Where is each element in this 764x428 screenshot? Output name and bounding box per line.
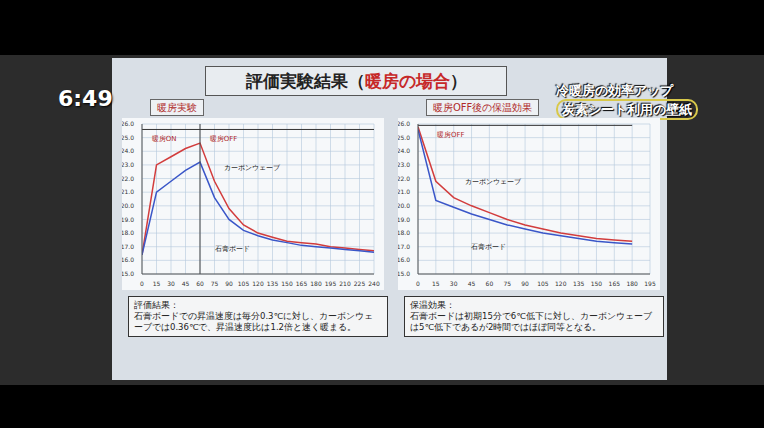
html-text:石膏ボードでの昇温速度は毎分0.3℃に対し、カーボンウェーブ: 石膏ボードでの昇温速度は毎分0.3℃に対し、カーボンウェーブでは0.36℃で、昇… [134, 311, 374, 332]
svg-text:暖房OFF: 暖房OFF [437, 131, 465, 139]
svg-text:150: 150 [591, 280, 603, 287]
svg-text:カーボンウェーブ: カーボンウェーブ [465, 178, 522, 186]
svg-text:暖房OFF: 暖房OFF [210, 135, 238, 143]
html-text:冷暖房の効率アップ: 冷暖房の効率アップ [556, 83, 673, 98]
svg-text:225: 225 [354, 280, 366, 287]
svg-text:210: 210 [339, 280, 351, 287]
svg-text:0: 0 [140, 280, 144, 287]
svg-text:45: 45 [468, 280, 476, 287]
svg-text:22.0: 22.0 [122, 175, 134, 182]
svg-text:75: 75 [503, 280, 511, 287]
svg-text:24.0: 24.0 [122, 147, 134, 154]
html-text:石膏ボードは初期15分で6℃低下に対し、カーボンウェーブは5: 石膏ボードは初期15分で6℃低下に対し、カーボンウェーブは5℃低下であるが2時間… [410, 311, 652, 332]
svg-text:23.0: 23.0 [122, 161, 134, 168]
svg-text:石膏ボード: 石膏ボード [471, 243, 506, 251]
svg-text:60: 60 [486, 280, 494, 287]
html-text:暖房OFF後の保温効果: 暖房OFF後の保温効果 [433, 102, 533, 113]
html-text:評価結果：: 評価結果： [134, 300, 179, 310]
svg-text:105: 105 [238, 280, 250, 287]
svg-text:30: 30 [167, 280, 175, 287]
svg-text:195: 195 [325, 280, 337, 287]
svg-text:21.0: 21.0 [398, 188, 410, 195]
html-text:暖房実験: 暖房実験 [157, 102, 197, 113]
svg-text:17.0: 17.0 [122, 243, 134, 250]
svg-text:19.0: 19.0 [398, 216, 410, 223]
svg-text:15: 15 [432, 280, 440, 287]
svg-text:21.0: 21.0 [122, 188, 134, 195]
svg-text:240: 240 [368, 280, 380, 287]
html-text:炭素シート利用の壁紙: 炭素シート利用の壁紙 [562, 102, 692, 117]
svg-text:195: 195 [644, 280, 656, 287]
html-text:評価実験結果（暖房の場合）: 評価実験結果（暖房の場合） [245, 71, 467, 91]
svg-text:16.0: 16.0 [398, 256, 410, 263]
html-text:保温効果：: 保温効果： [410, 300, 455, 310]
svg-text:150: 150 [281, 280, 293, 287]
svg-text:20.0: 20.0 [398, 202, 410, 209]
html-text:6:49: 6:49 [58, 86, 113, 111]
svg-text:165: 165 [609, 280, 621, 287]
svg-text:25.0: 25.0 [398, 134, 410, 141]
svg-text:23.0: 23.0 [398, 161, 410, 168]
svg-text:26.0: 26.0 [398, 120, 410, 127]
svg-text:165: 165 [296, 280, 308, 287]
svg-text:135: 135 [267, 280, 279, 287]
svg-text:16.0: 16.0 [122, 256, 134, 263]
svg-text:石膏ボード: 石膏ボード [215, 245, 250, 253]
svg-text:120: 120 [252, 280, 264, 287]
svg-text:15.0: 15.0 [398, 270, 410, 277]
svg-text:カーボンウェーブ: カーボンウェーブ [224, 164, 281, 172]
svg-text:180: 180 [310, 280, 322, 287]
svg-text:25.0: 25.0 [122, 134, 134, 141]
svg-text:0: 0 [416, 280, 420, 287]
svg-text:105: 105 [537, 280, 549, 287]
svg-text:120: 120 [555, 280, 567, 287]
svg-text:15: 15 [153, 280, 161, 287]
svg-text:75: 75 [211, 280, 219, 287]
svg-text:22.0: 22.0 [398, 175, 410, 182]
svg-text:15.0: 15.0 [122, 270, 134, 277]
svg-text:90: 90 [225, 280, 233, 287]
svg-text:24.0: 24.0 [398, 147, 410, 154]
svg-text:60: 60 [196, 280, 204, 287]
svg-text:17.0: 17.0 [398, 243, 410, 250]
svg-text:18.0: 18.0 [398, 229, 410, 236]
svg-text:180: 180 [626, 280, 638, 287]
svg-text:135: 135 [573, 280, 585, 287]
svg-text:18.0: 18.0 [122, 229, 134, 236]
svg-text:20.0: 20.0 [122, 202, 134, 209]
svg-text:19.0: 19.0 [122, 216, 134, 223]
svg-text:暖房ON: 暖房ON [152, 135, 177, 143]
svg-text:45: 45 [182, 280, 190, 287]
svg-text:26.0: 26.0 [122, 120, 134, 127]
svg-text:30: 30 [450, 280, 458, 287]
svg-text:90: 90 [521, 280, 529, 287]
